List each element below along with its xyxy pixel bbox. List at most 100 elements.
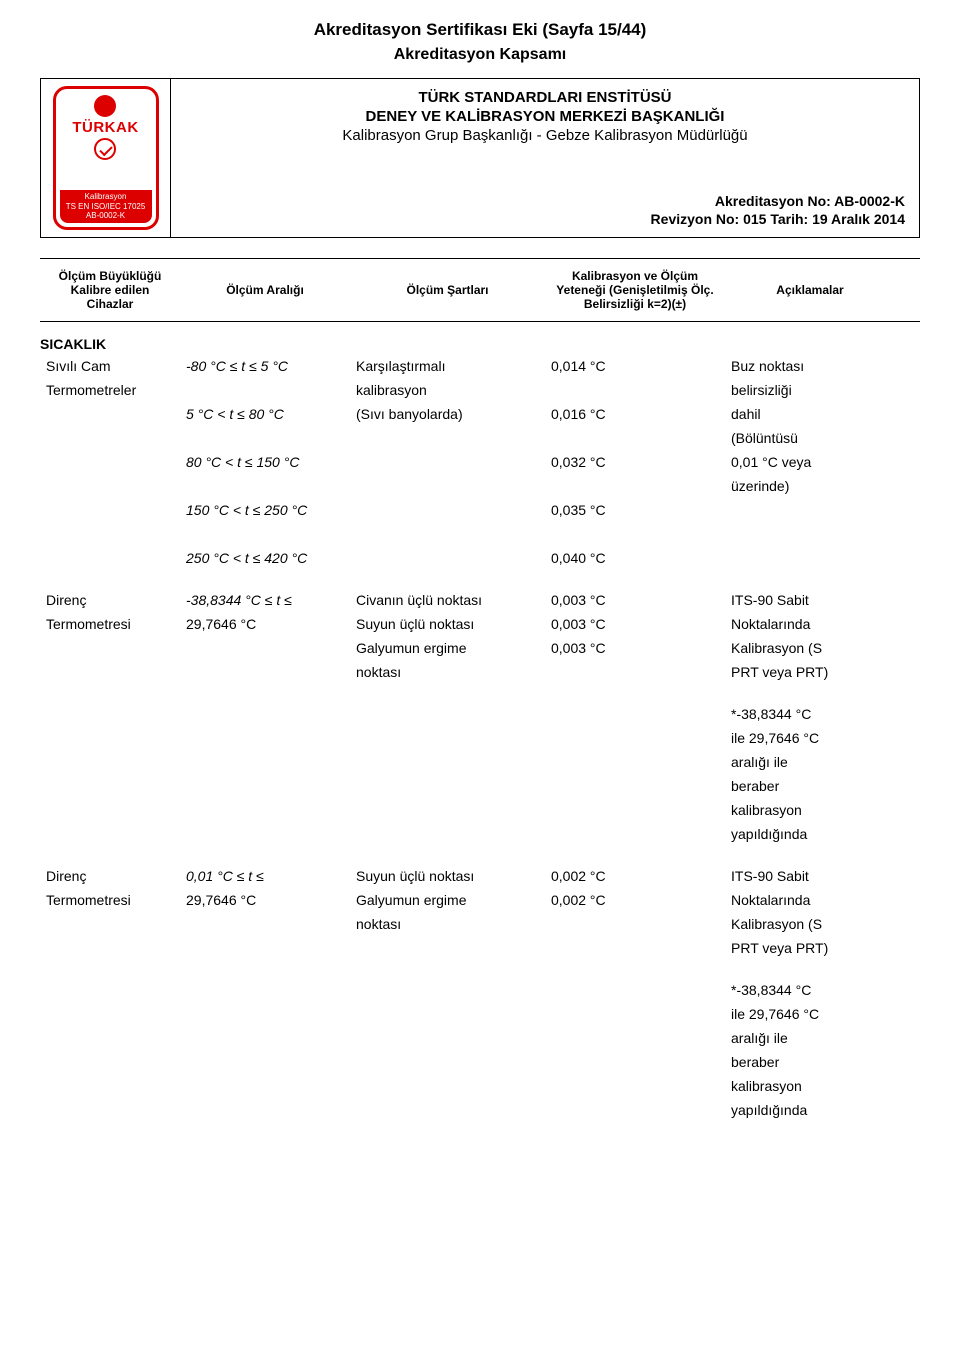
unc-value: 0,040 °C <box>551 550 719 568</box>
note-text: ITS-90 Sabit <box>731 868 889 886</box>
note-text: Kalibrasyon (S <box>731 640 889 658</box>
note-text: yapıldığında <box>731 1102 889 1120</box>
device-col: Direnç Termometresi <box>40 868 180 964</box>
logo-inner: TÜRKAK <box>72 95 138 160</box>
data-block-5: *-38,8344 °C ile 29,7646 °C aralığı ile … <box>40 982 920 1126</box>
note-text: yapıldığında <box>731 826 889 844</box>
cond-col: Karşılaştırmalı kalibrasyon (Sıvı banyol… <box>350 358 545 574</box>
page: Akreditasyon Sertifikası Eki (Sayfa 15/4… <box>0 0 960 1164</box>
note-text: ile 29,7646 °C <box>731 1006 889 1024</box>
cond-col <box>350 706 545 850</box>
range-col: -80 °C ≤ t ≤ 5 °C 5 °C < t ≤ 80 °C 80 °C… <box>180 358 350 574</box>
column-headers: Ölçüm Büyüklüğü Kalibre edilen Cihazlar … <box>40 258 920 322</box>
range-value: 0,01 °C ≤ t ≤ <box>186 868 344 886</box>
spacer <box>551 430 719 448</box>
note-text: beraber <box>731 778 889 796</box>
spacer <box>186 382 344 400</box>
note-text: Noktalarında <box>731 616 889 634</box>
note-text: Kalibrasyon (S <box>731 916 889 934</box>
spacer <box>551 382 719 400</box>
spacer <box>551 526 719 544</box>
device-col <box>40 706 180 850</box>
note-text: üzerinde) <box>731 478 889 496</box>
range-col: 0,01 °C ≤ t ≤ 29,7646 °C <box>180 868 350 964</box>
notes-col: ITS-90 Sabit Noktalarında Kalibrasyon (S… <box>725 592 895 688</box>
turkak-logo: TÜRKAK Kalibrasyon TS EN ISO/IEC 17025 A… <box>53 86 159 230</box>
spacer <box>186 430 344 448</box>
unc-col <box>545 706 725 850</box>
note-text: kalibrasyon <box>731 1078 889 1096</box>
note-text: dahil <box>731 406 889 424</box>
unc-value: 0,002 °C <box>551 892 719 910</box>
range-col <box>180 982 350 1126</box>
cond-text: Suyun üçlü noktası <box>356 616 539 634</box>
cond-text: noktası <box>356 664 539 682</box>
note-text: aralığı ile <box>731 1030 889 1048</box>
device-name: Termometresi <box>46 892 174 910</box>
logo-bottom: Kalibrasyon TS EN ISO/IEC 17025 AB-0002-… <box>60 190 152 223</box>
range-value: 29,7646 °C <box>186 616 344 634</box>
cond-text: kalibrasyon <box>356 382 539 400</box>
data-block-1: Sıvılı Cam Termometreler -80 °C ≤ t ≤ 5 … <box>40 358 920 574</box>
range-value: 150 °C < t ≤ 250 °C <box>186 502 344 520</box>
unc-value: 0,032 °C <box>551 454 719 472</box>
note-text: ile 29,7646 °C <box>731 730 889 748</box>
notes-col: Buz noktası belirsizliği dahil (Bölüntüs… <box>725 358 895 574</box>
unc-value: 0,016 °C <box>551 406 719 424</box>
unc-col <box>545 982 725 1126</box>
cond-text: noktası <box>356 916 539 934</box>
device-col <box>40 982 180 1126</box>
logo-line3: AB-0002-K <box>62 211 150 221</box>
range-value: 29,7646 °C <box>186 892 344 910</box>
unc-value: 0,014 °C <box>551 358 719 376</box>
unc-value: 0,003 °C <box>551 592 719 610</box>
cond-text: (Sıvı banyolarda) <box>356 406 539 424</box>
notes-col: *-38,8344 °C ile 29,7646 °C aralığı ile … <box>725 982 895 1126</box>
device-col: Sıvılı Cam Termometreler <box>40 358 180 574</box>
range-value: 5 °C < t ≤ 80 °C <box>186 406 344 424</box>
unc-value: 0,002 °C <box>551 868 719 886</box>
note-text: aralığı ile <box>731 754 889 772</box>
cond-text: Galyumun ergime <box>356 892 539 910</box>
note-text: PRT veya PRT) <box>731 940 889 958</box>
logo-cell: TÜRKAK Kalibrasyon TS EN ISO/IEC 17025 A… <box>41 79 171 237</box>
range-value: 250 °C < t ≤ 420 °C <box>186 550 344 568</box>
cond-col: Suyun üçlü noktası Galyumun ergime nokta… <box>350 868 545 964</box>
col-header-device: Ölçüm Büyüklüğü Kalibre edilen Cihazlar <box>40 269 180 311</box>
spacer <box>551 478 719 496</box>
spacer <box>186 478 344 496</box>
data-block-4: Direnç Termometresi 0,01 °C ≤ t ≤ 29,764… <box>40 868 920 964</box>
note-text: (Bölüntüsü <box>731 430 889 448</box>
cond-col: Civanın üçlü noktası Suyun üçlü noktası … <box>350 592 545 688</box>
cond-text: Suyun üçlü noktası <box>356 868 539 886</box>
note-text: beraber <box>731 1054 889 1072</box>
device-name: Termometreler <box>46 382 174 400</box>
device-name: Direnç <box>46 592 174 610</box>
note-text: ITS-90 Sabit <box>731 592 889 610</box>
range-col <box>180 706 350 850</box>
section-title: SICAKLIK <box>40 336 920 352</box>
notes-col: *-38,8344 °C ile 29,7646 °C aralığı ile … <box>725 706 895 850</box>
note-text: kalibrasyon <box>731 802 889 820</box>
unc-col: 0,014 °C 0,016 °C 0,032 °C 0,035 °C 0,04… <box>545 358 725 574</box>
unc-value: 0,003 °C <box>551 616 719 634</box>
unc-col: 0,003 °C 0,003 °C 0,003 °C <box>545 592 725 688</box>
col-header-notes: Açıklamalar <box>725 269 895 311</box>
cond-text: Galyumun ergime <box>356 640 539 658</box>
note-text: Buz noktası <box>731 358 889 376</box>
logo-line2: TS EN ISO/IEC 17025 <box>62 202 150 212</box>
device-name: Direnç <box>46 868 174 886</box>
device-col: Direnç Termometresi <box>40 592 180 688</box>
col-header-uncertainty: Kalibrasyon ve Ölçüm Yeteneği (Genişleti… <box>545 269 725 311</box>
cond-col <box>350 982 545 1126</box>
revision: Revizyon No: 015 Tarih: 19 Aralık 2014 <box>185 211 905 227</box>
accreditation-no: Akreditasyon No: AB-0002-K <box>185 193 905 209</box>
note-text: 0,01 °C veya <box>731 454 889 472</box>
header-row: TÜRKAK Kalibrasyon TS EN ISO/IEC 17025 A… <box>40 78 920 238</box>
spacer <box>186 526 344 544</box>
note-text: belirsizliği <box>731 382 889 400</box>
device-name: Termometresi <box>46 616 174 634</box>
range-value: -80 °C ≤ t ≤ 5 °C <box>186 358 344 376</box>
device-name: Sıvılı Cam <box>46 358 174 376</box>
header-text: TÜRK STANDARDLARI ENSTİTÜSÜ DENEY VE KAL… <box>171 79 919 237</box>
